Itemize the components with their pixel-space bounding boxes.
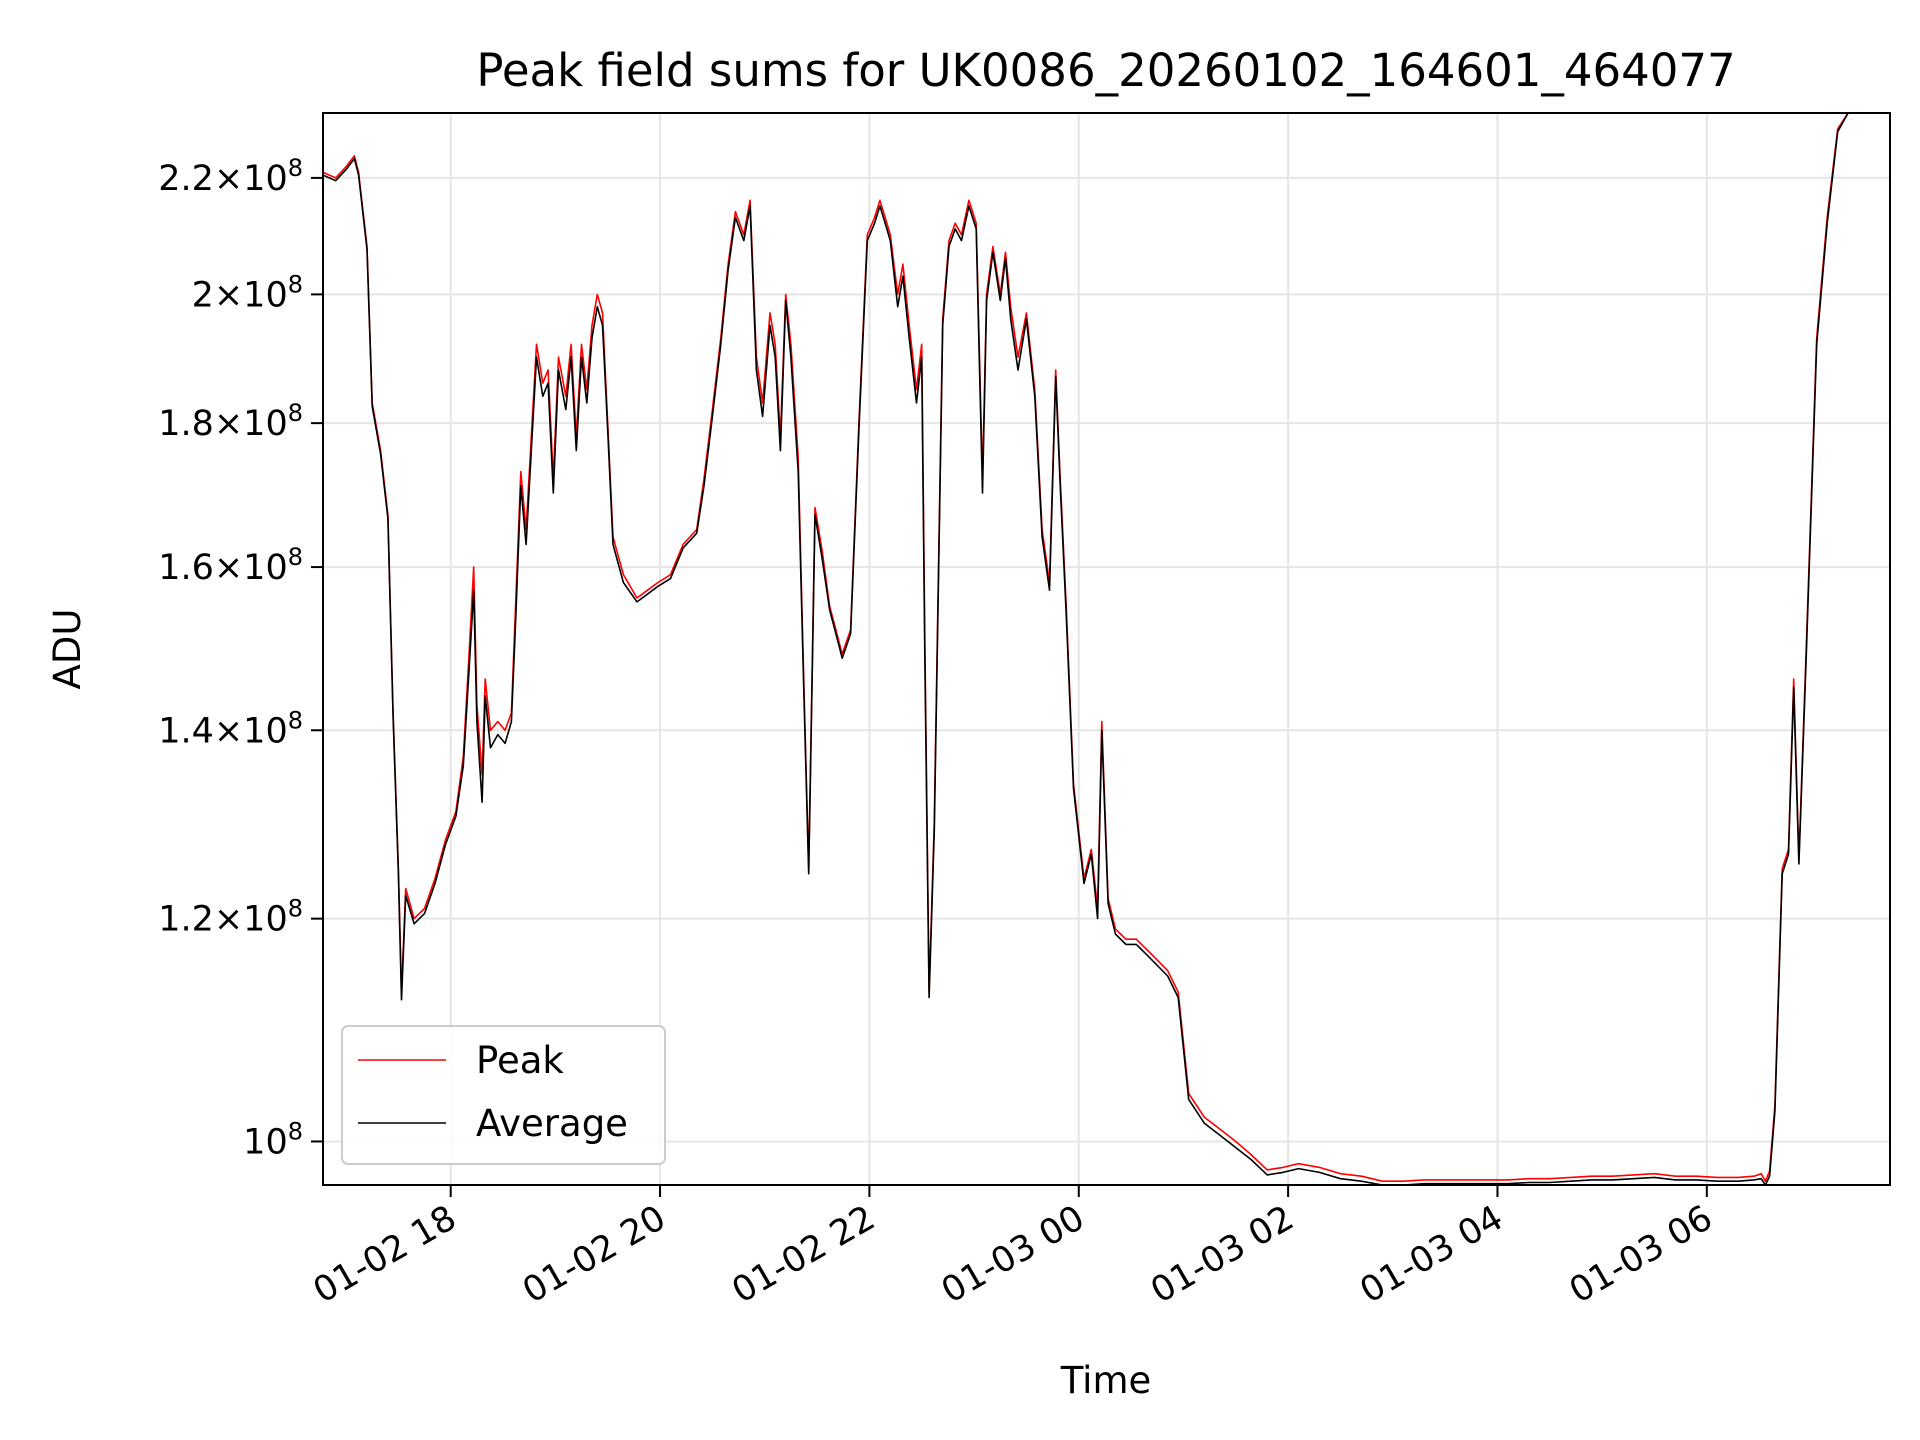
y-tick-label: 108 (243, 1117, 303, 1162)
legend: Peak Average (341, 1025, 666, 1165)
series-line-average (323, 113, 1849, 1185)
chart-title: Peak field sums for UK0086_20260102_1646… (476, 44, 1735, 97)
y-tick-label: 1.4×108 (158, 706, 303, 751)
y-tick-label: 1.6×108 (158, 543, 303, 588)
legend-label-peak: Peak (476, 1039, 564, 1082)
y-tick-label: 2×108 (192, 270, 303, 315)
series-lines (323, 113, 1849, 1185)
y-axis-ticks: 108 1.2×108 1.4×108 1.6×108 1.8×108 2×108 2.2×… (158, 154, 323, 1162)
y-tick-label: 1.8×108 (158, 399, 303, 444)
plot-area-frame (322, 112, 1891, 1186)
y-axis-label: ADU (46, 609, 89, 690)
y-tick-label: 2.2×108 (158, 154, 303, 199)
legend-label-average: Average (476, 1102, 628, 1145)
x-axis-label: Time (1060, 1359, 1152, 1402)
y-tick-label: 1.2×108 (158, 895, 303, 940)
